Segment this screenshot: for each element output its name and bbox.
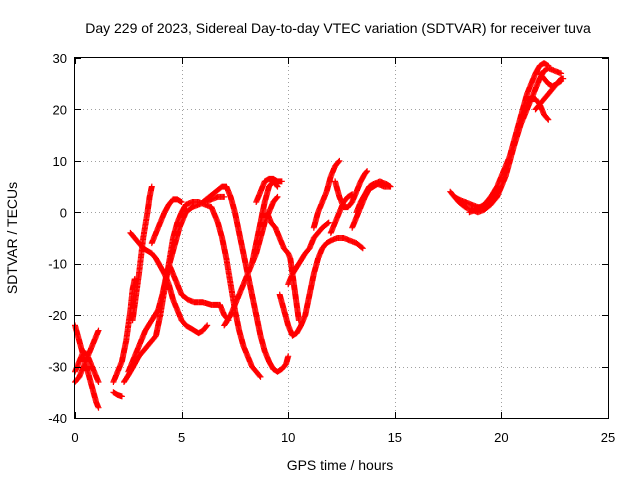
y-tick-label: -10 bbox=[48, 257, 67, 272]
x-tick-label: 25 bbox=[601, 430, 615, 445]
data-points bbox=[72, 60, 567, 411]
axis-tick-labels: 0 5 10 15 20 25 -40 -30 -20 -10 0 10 20 30 bbox=[48, 51, 615, 445]
y-tick-label: 30 bbox=[53, 51, 67, 66]
axis-ticks bbox=[75, 58, 609, 419]
x-tick-label: 5 bbox=[178, 430, 185, 445]
y-tick-label: -30 bbox=[48, 360, 67, 375]
y-tick-label: 10 bbox=[53, 154, 67, 169]
y-axis-label: SDTVAR / TECUs bbox=[4, 182, 20, 294]
y-tick-label: 0 bbox=[60, 205, 67, 220]
plot-frame bbox=[74, 57, 609, 419]
x-axis-label: GPS time / hours bbox=[287, 457, 394, 473]
y-tick-label: -20 bbox=[48, 308, 67, 323]
x-tick-label: 0 bbox=[71, 430, 78, 445]
x-tick-label: 20 bbox=[494, 430, 508, 445]
x-tick-label: 10 bbox=[281, 430, 295, 445]
chart-title: Day 229 of 2023, Sidereal Day-to-day VTE… bbox=[85, 20, 591, 36]
plus-markers bbox=[72, 60, 567, 411]
y-tick-label: -40 bbox=[48, 411, 67, 426]
x-tick-label: 15 bbox=[388, 430, 402, 445]
y-tick-label: 20 bbox=[53, 102, 67, 117]
